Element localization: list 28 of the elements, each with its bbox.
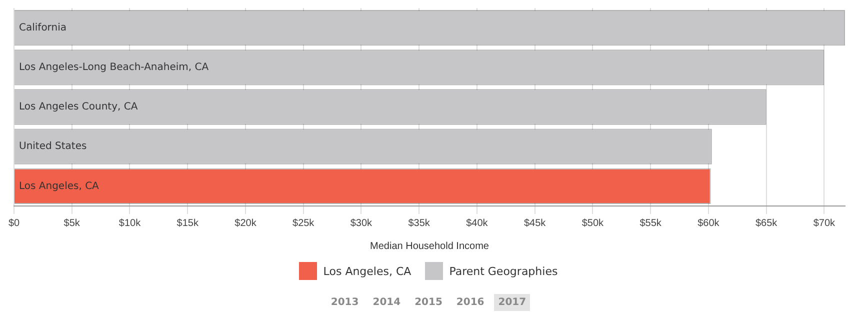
text: 2014 — [372, 296, 402, 310]
y-tick-label: Los Angeles County, CA — [19, 102, 138, 113]
y-tick-label: California — [19, 22, 66, 34]
text: 2017 — [494, 294, 530, 311]
x-tick-label: $70k — [813, 218, 836, 229]
x-tick-label: $65k — [755, 218, 778, 229]
x-tick-label: $15k — [176, 218, 200, 229]
x-axis-title: Median Household Income — [370, 240, 490, 252]
x-tick-label: $10k — [118, 218, 142, 229]
x-tick-label: $30k — [350, 218, 374, 229]
y-tick-label: Los Angeles, CA — [19, 180, 100, 192]
x-tick-label: $45k — [524, 218, 547, 229]
x-tick-label: $55k — [640, 218, 662, 229]
y-tick-label: United States — [19, 141, 87, 152]
x-tick-label: $5k — [64, 218, 81, 229]
legend-label: Parent Geographies — [449, 264, 558, 278]
x-tick-label: $50k — [582, 218, 605, 229]
text: 2015 — [414, 296, 444, 310]
x-tick-label: $60k — [698, 218, 720, 229]
x-tick-label: $40k — [466, 218, 489, 229]
x-tick-label: $25k — [292, 218, 316, 229]
x-tick-label: $0 — [8, 218, 20, 229]
y-tick-label: Los Angeles-Long Beach-Anaheim, CA — [19, 62, 209, 73]
text: 2013 — [330, 296, 360, 310]
x-tick-label: $20k — [234, 218, 258, 229]
x-tick-label: $35k — [408, 218, 431, 229]
text: 2016 — [455, 296, 486, 310]
legend-label: Los Angeles, CA — [323, 264, 412, 278]
